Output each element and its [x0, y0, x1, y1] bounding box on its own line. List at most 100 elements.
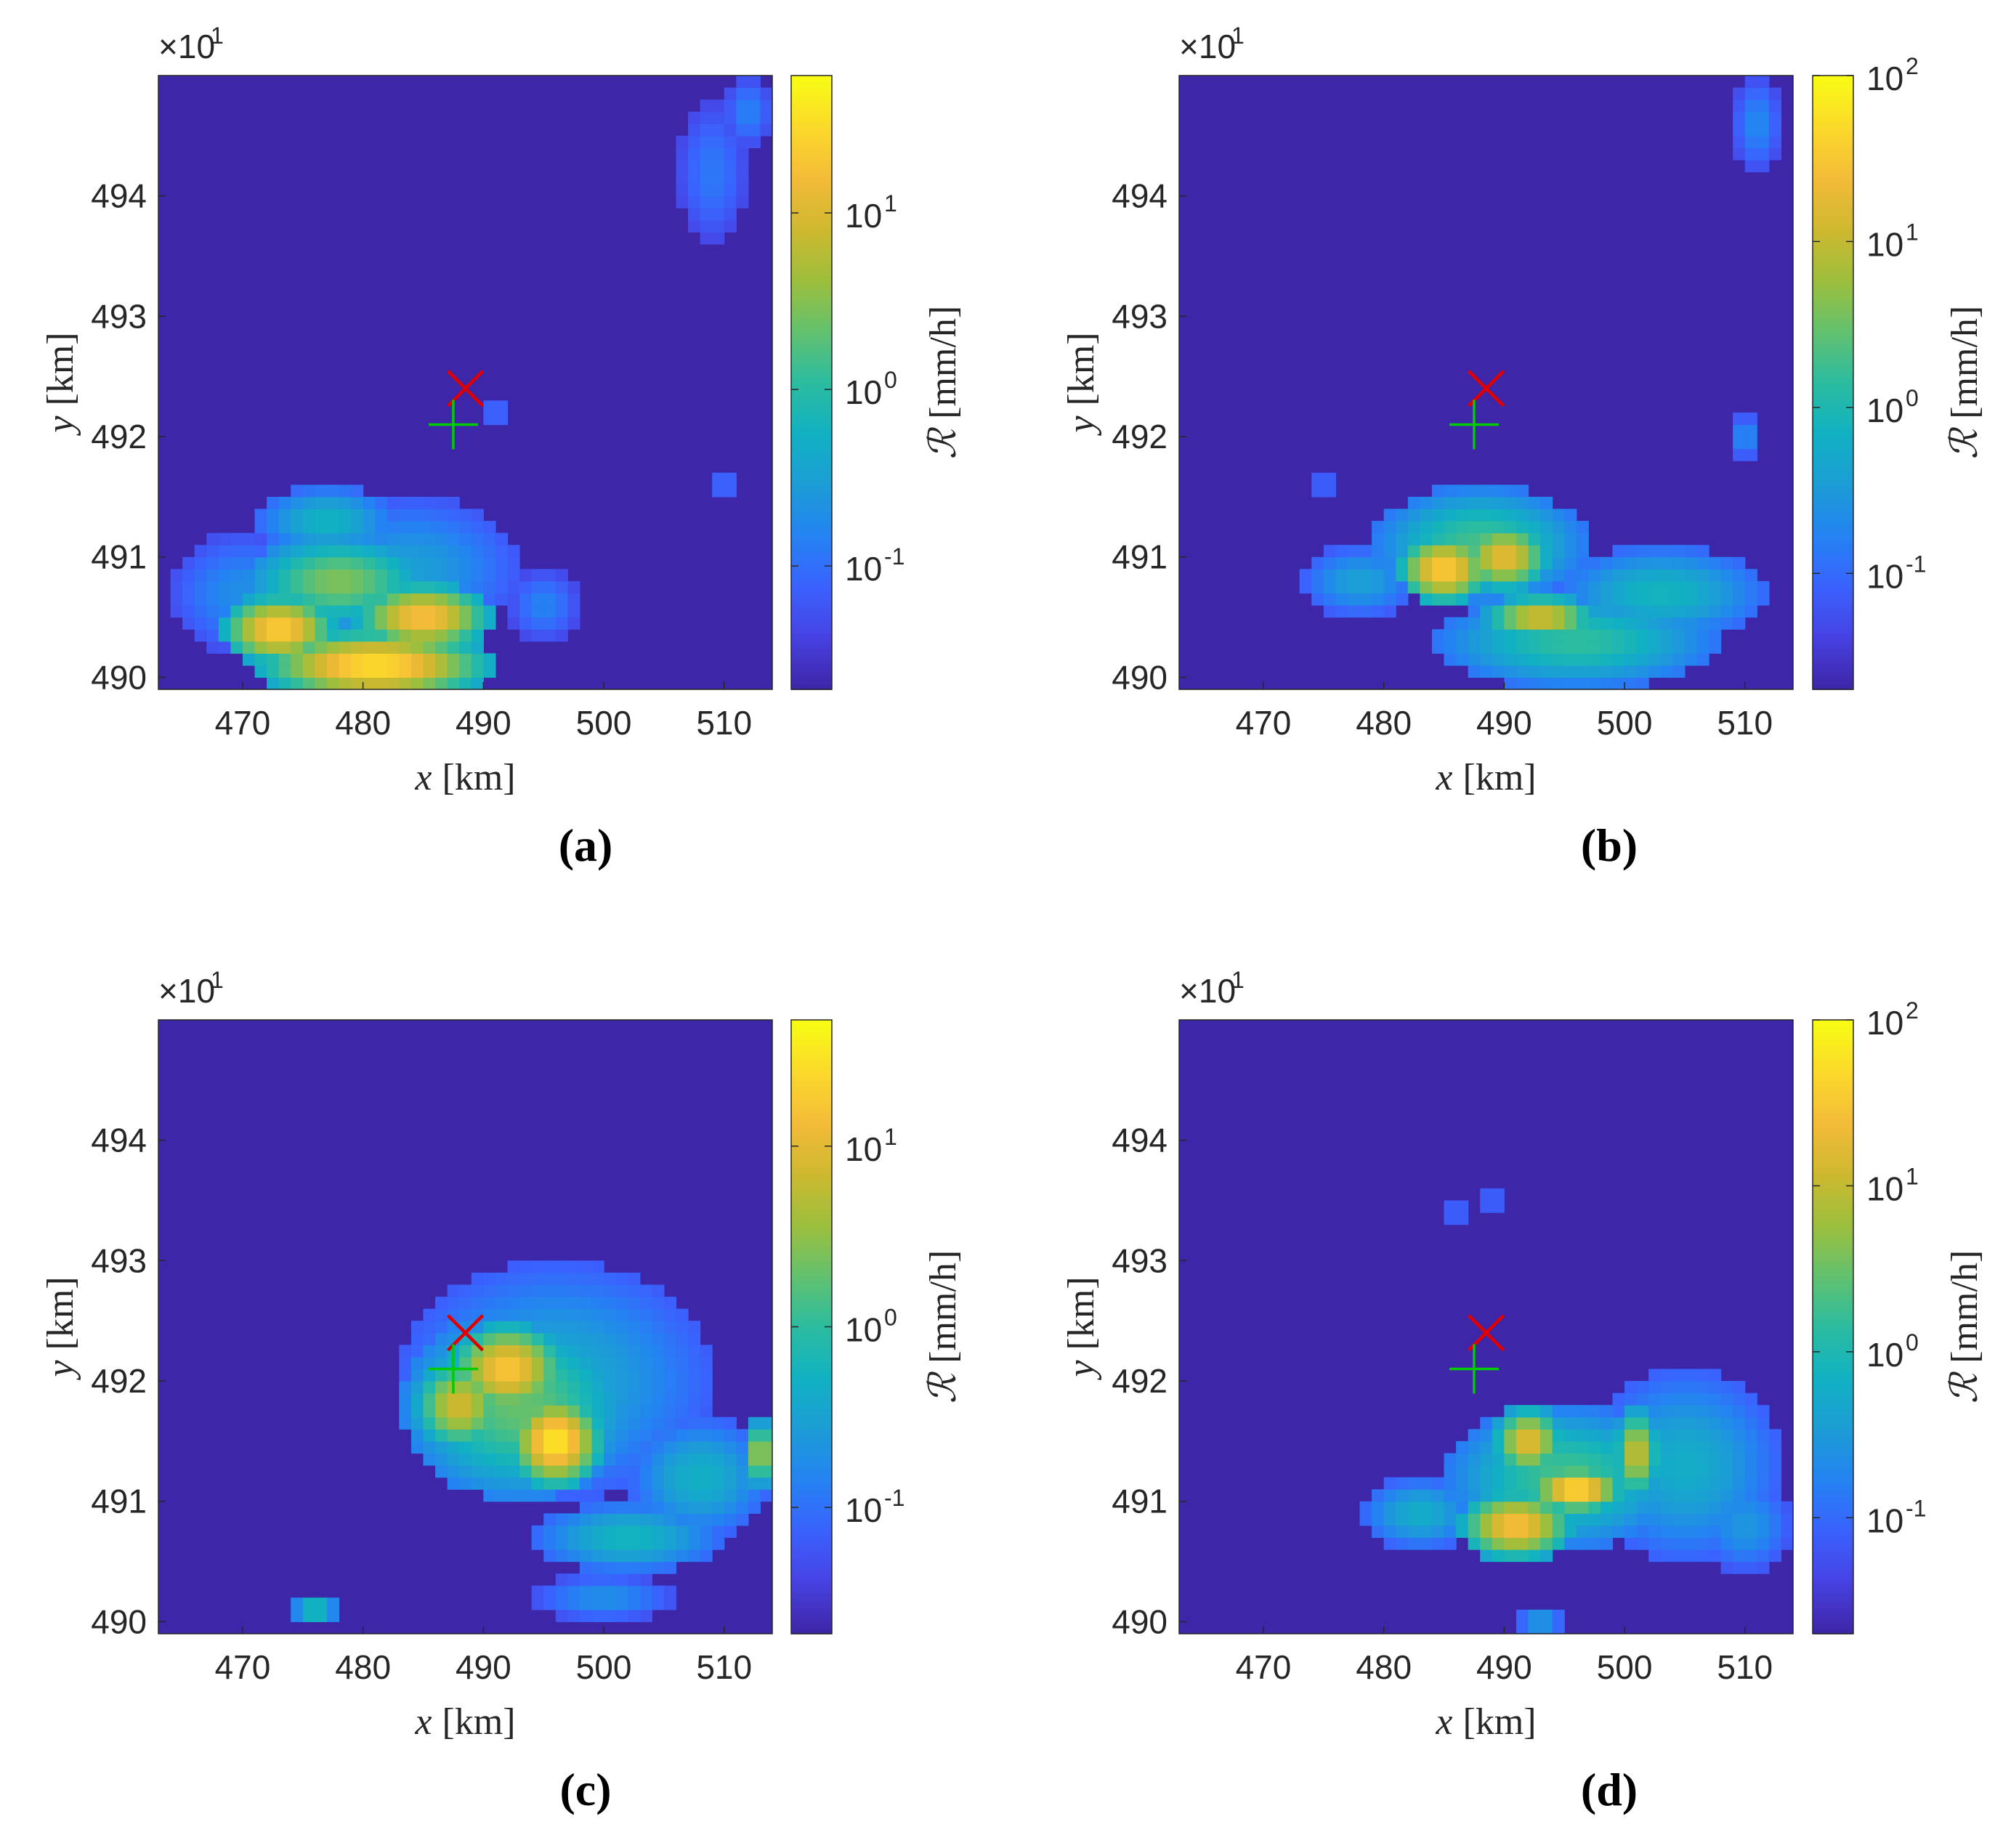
heatmap-cell: [1720, 1429, 1733, 1442]
colorbar-segment: [791, 1199, 832, 1205]
heatmap-cell: [399, 521, 412, 534]
colorbar-tick-exp: 2: [1906, 997, 1919, 1024]
colorbar-segment: [1813, 1511, 1853, 1517]
heatmap-cell: [712, 208, 725, 221]
colorbar-segment: [1813, 1055, 1853, 1062]
heatmap-cell: [724, 1501, 737, 1514]
heatmap-cell: [1335, 569, 1348, 582]
colorbar-segment: [1813, 678, 1853, 685]
heatmap-cell: [1456, 521, 1469, 534]
colorbar-segment: [1813, 1061, 1853, 1067]
colorbar-segment: [1813, 346, 1853, 353]
heatmap-cell: [1407, 532, 1420, 546]
colorbar-segment: [1813, 1276, 1853, 1281]
heatmap-cell: [315, 1597, 328, 1610]
heatmap-cell: [483, 1308, 496, 1321]
heatmap-cell: [483, 412, 496, 426]
heatmap-cell: [1396, 532, 1409, 546]
heatmap-cell: [555, 1477, 568, 1490]
heatmap-cell: [423, 1356, 436, 1370]
heatmap-cell: [1528, 532, 1541, 546]
colorbar-segment: [1813, 321, 1853, 327]
heatmap-cell: [1660, 1393, 1673, 1406]
heatmap-cell: [1528, 629, 1541, 642]
heatmap-cell: [230, 580, 243, 594]
colorbar-segment: [791, 1505, 832, 1512]
heatmap-cell: [1757, 1440, 1770, 1454]
heatmap-cell: [1383, 1513, 1396, 1526]
heatmap-cell: [399, 677, 412, 690]
heatmap-cell: [615, 1609, 628, 1623]
colorbar-segment: [791, 321, 832, 327]
heatmap-cell: [1456, 569, 1469, 582]
heatmap-cell: [351, 629, 364, 642]
heatmap-cell: [543, 1549, 557, 1563]
heatmap-cell: [1576, 1417, 1589, 1430]
heatmap-cell: [1660, 1501, 1673, 1514]
heatmap-cell: [1504, 1465, 1517, 1478]
heatmap-cell: [410, 665, 424, 678]
colorbar-segment: [1813, 182, 1853, 189]
heatmap-cell: [543, 1332, 557, 1345]
colorbar-segment: [791, 372, 832, 378]
heatmap-cell: [712, 1501, 725, 1514]
heatmap-cell: [1552, 1621, 1565, 1634]
heatmap-cell: [1600, 653, 1614, 666]
heatmap-cell: [748, 1453, 761, 1466]
heatmap-cell: [1564, 617, 1577, 630]
heatmap-cell: [1540, 1429, 1553, 1442]
heatmap-cell: [736, 1465, 749, 1478]
heatmap-cell: [1768, 1549, 1782, 1563]
heatmap-cell: [676, 147, 689, 161]
heatmap-cell: [315, 677, 328, 690]
heatmap-cell: [1600, 629, 1614, 642]
heatmap-cell: [1696, 1489, 1709, 1502]
colorbar-tick-label: 10: [845, 1130, 882, 1168]
heatmap-cell: [1396, 545, 1409, 558]
colorbar-label-unit: [mm/h]: [923, 1250, 964, 1363]
heatmap-cell: [1456, 1477, 1469, 1490]
colorbar-segment: [791, 1597, 832, 1604]
heatmap-cell: [555, 1585, 568, 1598]
heatmap-cell: [1528, 1477, 1541, 1490]
heatmap-cell: [1684, 1417, 1698, 1430]
colorbar-segment: [791, 1470, 832, 1476]
colorbar-segment: [1813, 653, 1853, 660]
heatmap-cell: [1768, 135, 1782, 149]
heatmap-cell: [519, 1345, 533, 1358]
heatmap-cell: [639, 1501, 652, 1514]
colorbar-segment: [791, 1183, 832, 1190]
heatmap-cell: [1456, 532, 1469, 546]
heatmap-cell: [1636, 653, 1649, 666]
heatmap-cell: [423, 1332, 436, 1345]
y-tick-label: 491: [1112, 538, 1168, 576]
heatmap-cell: [495, 1272, 509, 1286]
heatmap-cell: [1720, 1477, 1733, 1490]
heatmap-cell: [615, 1393, 628, 1406]
heatmap-cell: [1733, 100, 1746, 113]
heatmap-cell: [1636, 1525, 1649, 1539]
heatmap-cell: [1383, 508, 1396, 522]
heatmap-cell: [291, 1609, 304, 1623]
heatmap-cell: [1624, 617, 1638, 630]
heatmap-cell: [1733, 580, 1746, 594]
colorbar-segment: [1813, 229, 1853, 235]
heatmap-cell: [483, 593, 496, 606]
heatmap-cell: [615, 1345, 628, 1358]
y-tick-label: 492: [1112, 418, 1168, 455]
heatmap-cell: [1540, 653, 1553, 666]
heatmap-cell: [700, 1501, 713, 1514]
heatmap-cell: [1709, 1405, 1722, 1418]
colorbar-segment: [791, 678, 832, 685]
heatmap-cell: [543, 1393, 557, 1406]
heatmap-cell: [1684, 569, 1698, 582]
heatmap-cell: [435, 1405, 448, 1418]
heatmap-cell: [1420, 1525, 1433, 1539]
heatmap-cell: [1480, 508, 1493, 522]
heatmap-cell: [459, 508, 472, 522]
heatmap-cell: [604, 1453, 617, 1466]
heatmap-cell: [579, 1356, 593, 1370]
heatmap-cell: [1468, 569, 1481, 582]
heatmap-cell: [1516, 1453, 1529, 1466]
heatmap-cell: [688, 1356, 701, 1370]
